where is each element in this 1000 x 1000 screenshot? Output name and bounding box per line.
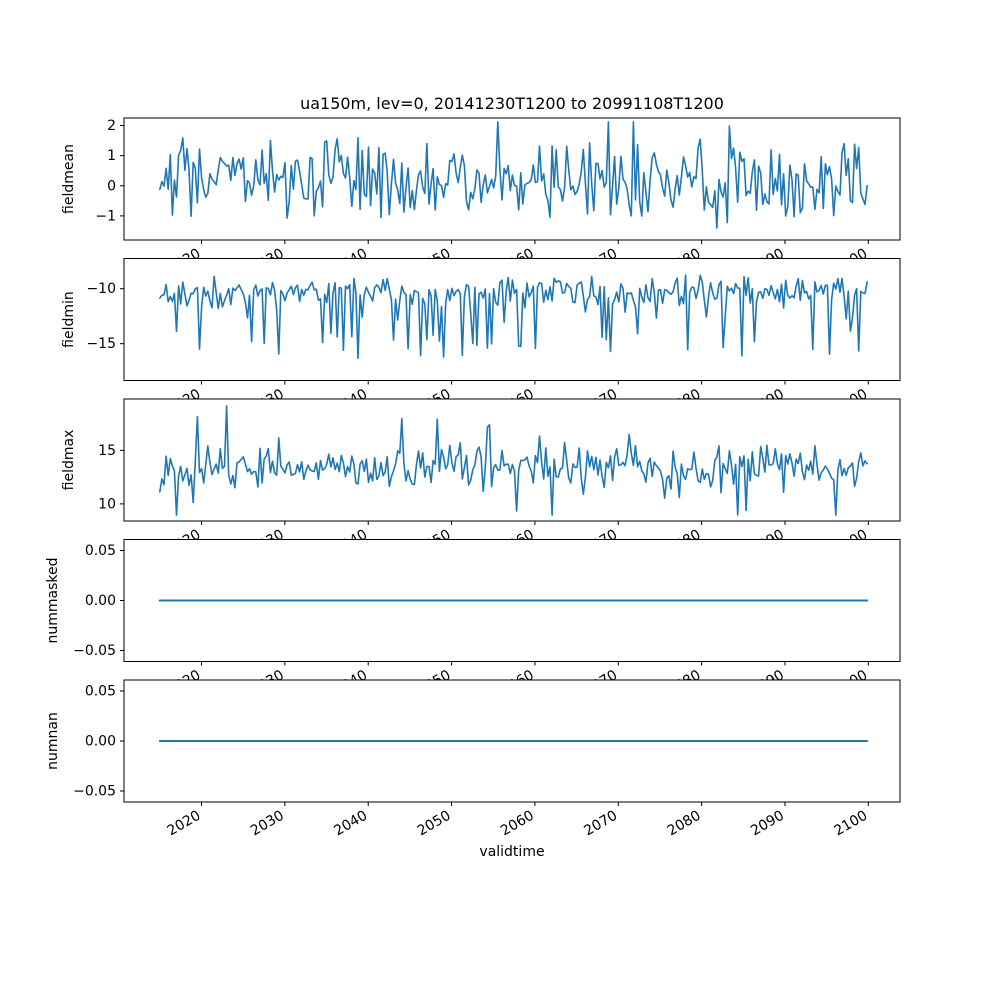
y-tick-label: 0 [107,178,116,194]
y-tick-label: −15 [86,336,116,352]
axes-frame [123,398,901,522]
y-tick-label: −0.05 [73,643,116,659]
y-tick-label: −1 [95,208,116,224]
y-tick-label: 0.05 [85,683,116,699]
x-tick-label: 2100 [831,808,870,840]
x-tick-label: 2090 [748,808,787,840]
subplot-nummasked: 0.050.00−0.05nummasked202020302040205020… [45,539,901,699]
series-line-fieldmin [159,274,868,360]
y-axis-label-fieldmin: fieldmin [61,291,77,348]
y-tick-label: −10 [86,281,116,297]
y-tick-label: 10 [98,496,116,512]
x-tick-label: 2050 [415,808,454,840]
x-tick-label: 2030 [248,808,287,840]
x-tick-label: 2020 [165,808,204,840]
y-tick-label: 0.00 [85,733,116,749]
x-axis-label: validtime [479,844,545,860]
chart-title: ua150m, lev=0, 20141230T1200 to 20991108… [300,94,724,113]
y-tick-label: 1 [107,148,116,164]
y-axis-label-fieldmax: fieldmax [61,430,77,491]
series-line-fieldmax [159,404,868,516]
series-line-fieldmean [159,121,868,229]
x-tick-label: 2070 [581,808,620,840]
y-tick-label: −0.05 [73,783,116,799]
y-axis-label-numnan: numnan [45,712,61,770]
subplot-numnan: 0.05 0.00 −0.05 numnan 2020 2030 2040 2050 2060 2… [45,679,901,840]
subplot-fieldmean: 210−1fieldmean20202030204020502060207020… [61,117,901,277]
y-tick-label: 15 [98,443,116,459]
x-tick-label: 2080 [665,808,704,840]
subplot-fieldmax: 1510fieldmax2020203020402050206020702080… [61,398,901,558]
x-tick-label: 2040 [331,808,370,840]
x-tick-label: 2060 [498,808,537,840]
subplot-fieldmin: −10−15fieldmin20202030204020502060207020… [61,258,901,418]
y-tick-label: 0.00 [85,593,116,609]
y-axis-label-fieldmean: fieldmean [61,144,77,214]
axes-frame [123,258,901,381]
y-tick-label: 2 [107,118,116,134]
y-axis-label-nummasked: nummasked [45,557,61,643]
y-tick-label: 0.05 [85,543,116,559]
